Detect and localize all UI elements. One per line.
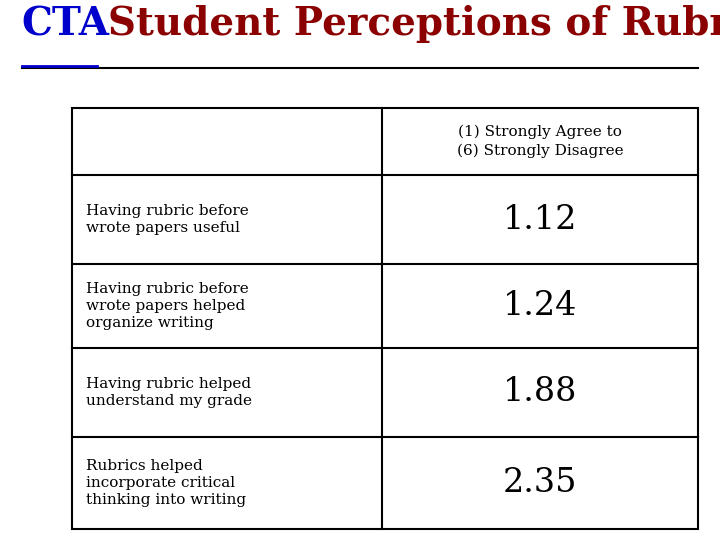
Text: Rubrics helped
incorporate critical
thinking into writing: Rubrics helped incorporate critical thin… (86, 458, 246, 507)
Text: Having rubric before
wrote papers useful: Having rubric before wrote papers useful (86, 204, 249, 235)
Text: 1.12: 1.12 (503, 204, 577, 235)
Text: Student Perceptions of Rubrics: Student Perceptions of Rubrics (108, 5, 720, 43)
Text: Having rubric helped
understand my grade: Having rubric helped understand my grade (86, 377, 253, 408)
Text: CTA: CTA (22, 5, 109, 43)
Text: 1.88: 1.88 (503, 376, 577, 408)
Text: 1.24: 1.24 (503, 290, 577, 322)
Text: 2.35: 2.35 (503, 467, 577, 499)
Text: (1) Strongly Agree to
(6) Strongly Disagree: (1) Strongly Agree to (6) Strongly Disag… (456, 125, 624, 158)
Text: Having rubric before
wrote papers helped
organize writing: Having rubric before wrote papers helped… (86, 282, 249, 330)
